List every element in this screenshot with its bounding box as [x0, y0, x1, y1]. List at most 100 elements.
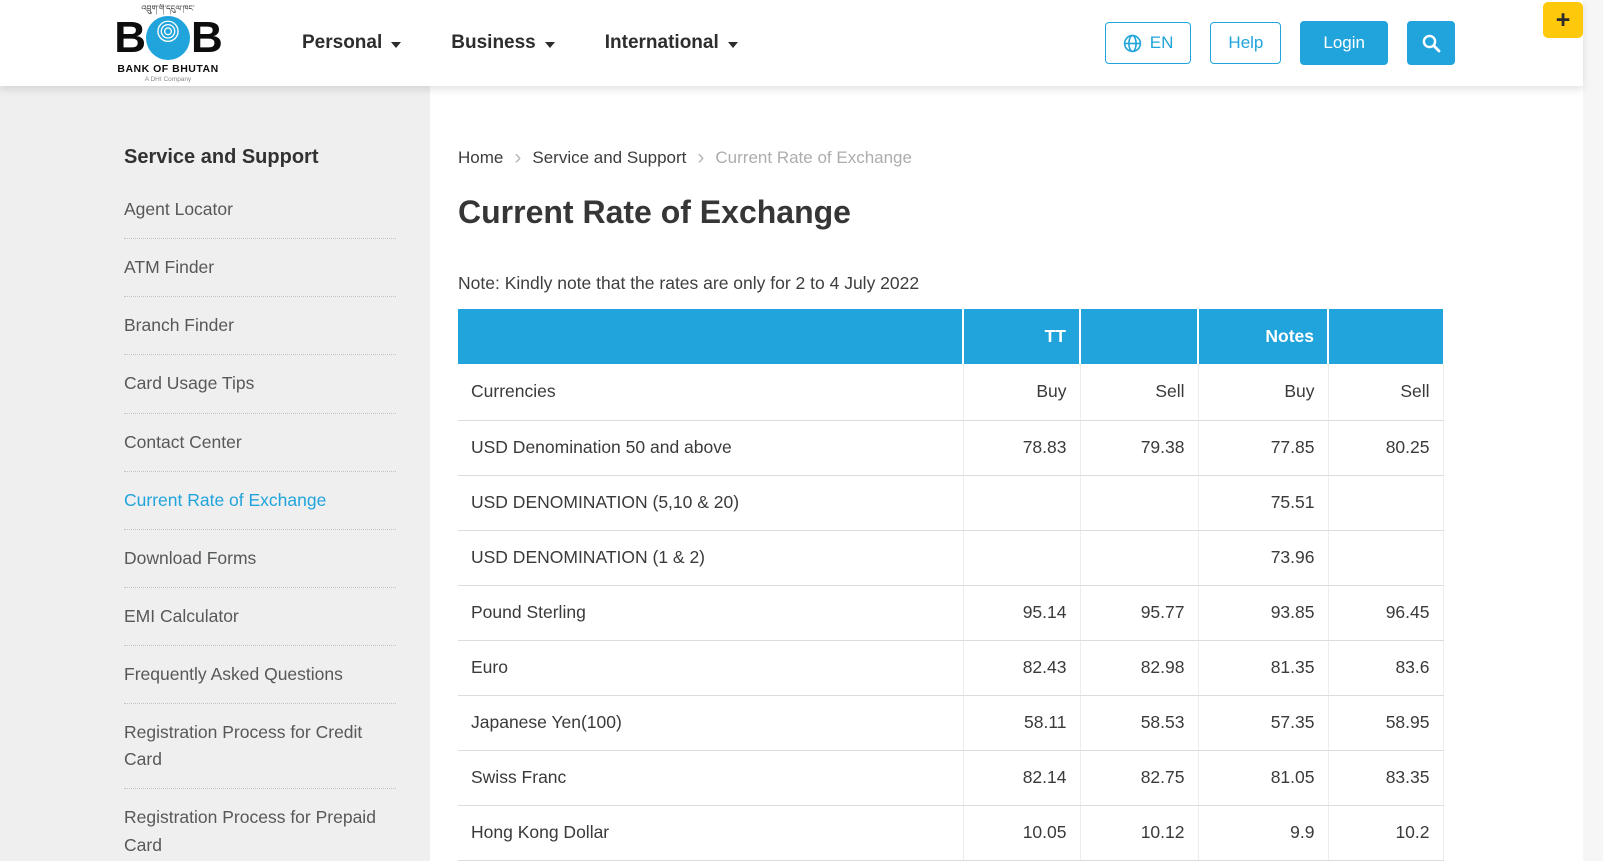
breadcrumb-chevron-icon: › [514, 146, 522, 169]
tt-sell-cell: 82.75 [1080, 750, 1199, 806]
logo-globe-icon [146, 15, 190, 60]
logo-dzongkha-text: འབྲུག་གི་དངུལ་ཁང་ [141, 3, 195, 13]
bob-logo[interactable]: འབྲུག་གི་དངུལ་ཁང་ B B BANK OF BHUTAN A D… [114, 3, 223, 83]
chevron-down-icon [727, 41, 738, 48]
tt-sell-cell: 79.38 [1080, 420, 1199, 476]
tt-buy-cell: 78.83 [963, 420, 1081, 476]
sidebar-item[interactable]: Download Forms [124, 530, 396, 588]
notes-sell-cell [1328, 475, 1444, 531]
search-icon [1422, 34, 1440, 52]
table-group-header-row: TT Notes [458, 309, 1443, 364]
table-row: USD DENOMINATION (5,10 & 20) 75.51 [458, 475, 1444, 531]
help-button[interactable]: Help [1210, 22, 1282, 64]
header-actions: EN Help Login [1104, 21, 1455, 65]
tt-sell-cell: 82.98 [1080, 640, 1199, 696]
exchange-rates-table: TT Notes Currencies Buy Sell Buy Sell [458, 309, 1444, 861]
table-row: USD DENOMINATION (1 & 2) 73.96 [458, 530, 1444, 586]
chevron-down-icon [544, 41, 555, 48]
sidebar-item[interactable]: Frequently Asked Questions [124, 646, 396, 705]
sidebar-item-label: Card Usage Tips [124, 373, 255, 394]
sidebar-item-label: Agent Locator [124, 199, 233, 219]
tt-buy-cell: 82.14 [963, 750, 1081, 806]
logo-letter: B [114, 12, 146, 62]
notes-sell-cell: 80.25 [1328, 420, 1444, 476]
breadcrumb-item: Current Rate of Exchange › [715, 148, 912, 168]
notes-sell-cell: 96.45 [1328, 585, 1444, 641]
search-button[interactable] [1407, 21, 1455, 65]
sidebar-item[interactable]: Card Usage Tips [124, 355, 396, 414]
login-button[interactable]: Login [1300, 21, 1388, 65]
notes-buy-cell: 81.35 [1198, 640, 1329, 696]
nav-menu-item[interactable]: Business [451, 32, 555, 54]
nav-menu-label: International [604, 32, 719, 53]
site-header: འབྲུག་གི་དངུལ་ཁང་ B B BANK OF BHUTAN A D… [0, 0, 1583, 86]
tt-sell-cell [1080, 475, 1199, 531]
currency-cell: Euro [458, 640, 964, 696]
accessibility-plus-button[interactable]: + [1543, 2, 1583, 38]
column-header-notes-sell: Sell [1328, 364, 1444, 421]
notes-buy-cell: 9.9 [1198, 805, 1329, 861]
language-button[interactable]: EN [1104, 22, 1192, 64]
sidebar-item[interactable]: Agent Locator [124, 181, 396, 240]
sidebar-item-label: Contact Center [124, 431, 242, 452]
tt-buy-cell: 10.05 [963, 805, 1081, 861]
group-header-notes: Notes [1198, 309, 1329, 364]
breadcrumb-link[interactable]: Home [458, 148, 504, 167]
sidebar-item[interactable]: EMI Calculator [124, 588, 396, 646]
column-header-notes-buy: Buy [1198, 364, 1329, 421]
currency-cell: Swiss Franc [458, 750, 964, 806]
notes-buy-cell: 75.51 [1198, 475, 1329, 531]
sidebar-item-label: Registration Process for Prepaid Card [124, 807, 376, 855]
notes-buy-cell: 81.05 [1198, 750, 1329, 806]
notes-sell-cell: 83.6 [1328, 640, 1444, 696]
currency-cell: Hong Kong Dollar [458, 805, 964, 861]
currency-cell: Japanese Yen(100) [458, 695, 964, 751]
sidebar-item[interactable]: Registration Process for Prepaid Card [124, 789, 396, 861]
currency-cell: USD Denomination 50 and above [458, 420, 964, 476]
breadcrumb-link[interactable]: Current Rate of Exchange [715, 148, 912, 167]
tt-buy-cell: 58.11 [963, 695, 1081, 751]
sidebar-item[interactable]: Current Rate of Exchange [124, 472, 396, 530]
chevron-down-icon [391, 41, 402, 48]
help-label: Help [1228, 33, 1264, 52]
table-row: Euro 82.43 82.98 81.35 83.6 [458, 640, 1444, 696]
notes-sell-cell [1328, 530, 1444, 586]
sidebar-item-label: Download Forms [124, 547, 257, 568]
nav-menu-label: Personal [302, 32, 383, 53]
group-header-cell [1328, 309, 1443, 364]
breadcrumb-chevron-icon: › [697, 146, 705, 169]
column-header-currencies: Currencies [458, 364, 964, 421]
group-header-cell [458, 309, 964, 364]
sidebar-item[interactable]: Branch Finder [124, 297, 396, 356]
sidebar-service-and-support: Service and Support Agent Locator ATM Fi… [0, 86, 430, 861]
column-header-tt-buy: Buy [963, 364, 1081, 421]
notes-buy-cell: 73.96 [1198, 530, 1329, 586]
table-row: Hong Kong Dollar 10.05 10.12 9.9 10.2 [458, 805, 1444, 861]
language-label: EN [1149, 33, 1174, 52]
sidebar-item[interactable]: Registration Process for Credit Card [124, 704, 396, 790]
currency-cell: USD DENOMINATION (5,10 & 20) [458, 475, 964, 531]
breadcrumb-item: Service and Support › [532, 146, 705, 169]
sidebar-item-label: Branch Finder [124, 315, 234, 336]
table-row: USD Denomination 50 and above 78.83 79.3… [458, 420, 1444, 476]
logo-tagline: A DHI Company [144, 75, 192, 83]
breadcrumb: Home › Service and Support › Current Rat… [458, 146, 1583, 169]
main-content: Home › Service and Support › Current Rat… [430, 86, 1583, 861]
nav-menu-item[interactable]: Personal [302, 32, 402, 54]
main-nav: Personal Business International [302, 32, 738, 54]
table-row: Swiss Franc 82.14 82.75 81.05 83.35 [458, 750, 1444, 806]
logo-bank-name: BANK OF BHUTAN [117, 62, 219, 75]
currency-cell: USD DENOMINATION (1 & 2) [458, 530, 964, 586]
rates-note: Note: Kindly note that the rates are onl… [458, 273, 920, 293]
sidebar-item[interactable]: Contact Center [124, 414, 396, 472]
group-header-cell [1080, 309, 1199, 364]
sidebar-item-label: Current Rate of Exchange [124, 489, 327, 510]
sidebar-item[interactable]: ATM Finder [124, 239, 396, 298]
nav-menu-item[interactable]: International [605, 32, 738, 54]
sidebar-item-label: Registration Process for Credit Card [124, 722, 363, 770]
breadcrumb-link[interactable]: Service and Support [532, 148, 687, 167]
tt-buy-cell [963, 530, 1081, 586]
sidebar-title: Service and Support [124, 146, 319, 168]
notes-buy-cell: 93.85 [1198, 585, 1329, 641]
